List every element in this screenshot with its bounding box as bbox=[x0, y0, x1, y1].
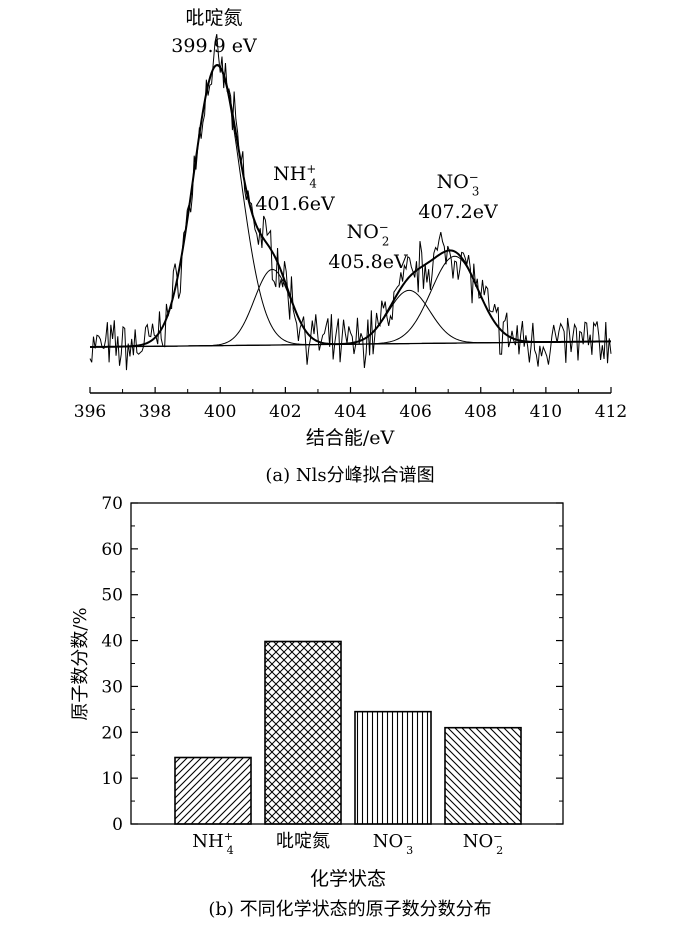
bar bbox=[264, 640, 342, 825]
bar-y-axis-label: 原子数分数/% bbox=[70, 607, 91, 720]
bar-y-tick-label: 70 bbox=[101, 494, 123, 514]
bar bbox=[354, 710, 432, 825]
xps-x-tick-label: 406 bbox=[399, 402, 431, 422]
bar-caption: (b) 不同化学状态的原子数分数分布 bbox=[208, 899, 491, 920]
xps-peak-position-label: 407.2eV bbox=[418, 201, 498, 223]
xps-x-tick-label: 398 bbox=[139, 402, 171, 422]
xps-x-tick-label: 412 bbox=[595, 402, 627, 422]
xps-component-peak bbox=[89, 268, 612, 348]
xps-x-tick-label: 404 bbox=[334, 402, 366, 422]
xps-raw-spectrum bbox=[89, 34, 612, 371]
bar-x-axis-label: 化学状态 bbox=[310, 868, 386, 890]
xps-panel: 396 398 400 402 404 406 408 410 412 吡啶氮 399.9 eV N… bbox=[74, 7, 627, 486]
bar-category-label: 吡啶氮 bbox=[276, 831, 330, 852]
xps-envelope-fit bbox=[89, 64, 612, 348]
xps-peak-name: 吡啶氮 bbox=[185, 7, 242, 29]
xps-caption: (a) Nls分峰拟合谱图 bbox=[265, 465, 434, 486]
xps-peak-name: NH+ 4 bbox=[273, 162, 317, 191]
xps-peak-name: NO− 2 bbox=[347, 220, 390, 249]
xps-peak-position-label: 405.8eV bbox=[328, 251, 408, 273]
bar-y-tick-label: 60 bbox=[101, 540, 123, 560]
xps-x-tick-label: 400 bbox=[204, 402, 236, 422]
bar-y-tick-label: 10 bbox=[101, 769, 123, 789]
xps-x-tick-label: 408 bbox=[465, 402, 497, 422]
xps-peak-name: NO− 3 bbox=[437, 170, 480, 199]
bar-category-label: NO− 3 bbox=[373, 830, 414, 857]
bar-y-tick-label: 0 bbox=[112, 815, 123, 835]
bar-category-label: NO− 2 bbox=[463, 830, 504, 857]
xps-x-axis-label: 结合能/eV bbox=[306, 427, 395, 449]
xps-peak-position-label: 401.6eV bbox=[255, 193, 335, 215]
bar-y-tick-label: 50 bbox=[101, 586, 123, 606]
bar-y-tick-label: 40 bbox=[101, 632, 123, 652]
xps-x-tick-label: 410 bbox=[530, 402, 562, 422]
bar-y-tick-label: 20 bbox=[101, 723, 123, 743]
bar-category-label: NH+ 4 bbox=[192, 830, 233, 857]
xps-component-peak bbox=[89, 65, 612, 348]
xps-x-tick-label: 402 bbox=[269, 402, 301, 422]
xps-x-tick-label: 396 bbox=[74, 402, 106, 422]
xps-peak-position-label: 399.9 eV bbox=[171, 35, 257, 57]
bar-y-tick-label: 30 bbox=[101, 677, 123, 697]
bar bbox=[444, 726, 522, 825]
xps-component-peak bbox=[89, 289, 612, 348]
bar bbox=[174, 756, 252, 825]
